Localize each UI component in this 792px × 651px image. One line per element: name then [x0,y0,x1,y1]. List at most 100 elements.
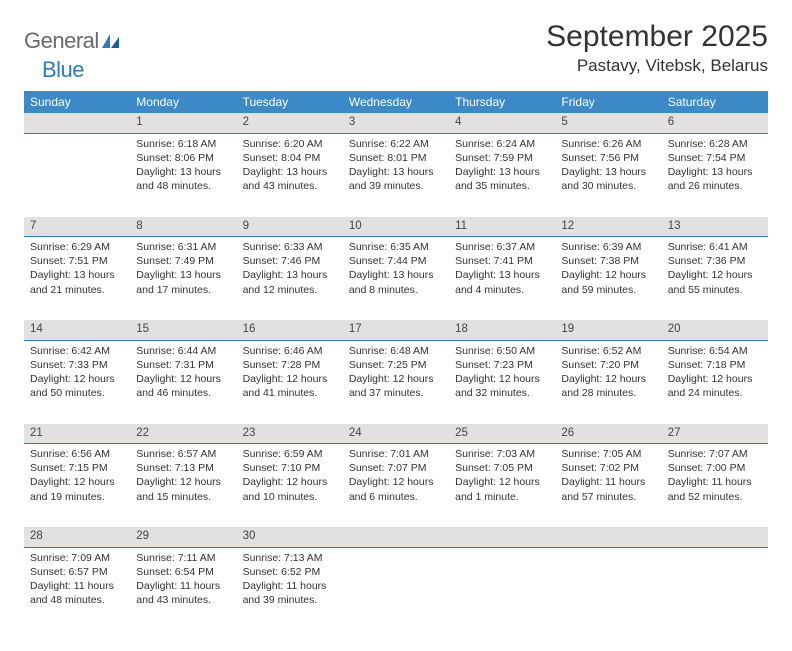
sunrise-text: Sunrise: 6:52 AM [561,344,655,358]
day-number-cell: 19 [555,320,661,340]
sunrise-text: Sunrise: 7:05 AM [561,447,655,461]
day-number-row: 282930 [24,527,768,547]
day-content-cell: Sunrise: 6:44 AMSunset: 7:31 PMDaylight:… [130,340,236,424]
day-content-cell: Sunrise: 6:28 AMSunset: 7:54 PMDaylight:… [662,133,768,217]
daylight-text: Daylight: 13 hours and 4 minutes. [455,268,549,296]
day-content-cell: Sunrise: 6:54 AMSunset: 7:18 PMDaylight:… [662,340,768,424]
day-number-cell: 16 [237,320,343,340]
day-content-cell: Sunrise: 6:57 AMSunset: 7:13 PMDaylight:… [130,444,236,528]
daylight-text: Daylight: 11 hours and 52 minutes. [668,475,762,503]
sunrise-text: Sunrise: 6:31 AM [136,240,230,254]
sunrise-text: Sunrise: 6:46 AM [243,344,337,358]
day-content-cell: Sunrise: 6:39 AMSunset: 7:38 PMDaylight:… [555,237,661,321]
sunset-text: Sunset: 7:36 PM [668,254,762,268]
day-number-cell: 21 [24,424,130,444]
sunrise-text: Sunrise: 6:37 AM [455,240,549,254]
calendar-table: Sunday Monday Tuesday Wednesday Thursday… [24,91,768,631]
day-number-cell: 4 [449,113,555,133]
daylight-text: Daylight: 12 hours and 50 minutes. [30,372,124,400]
logo-text-blue: Blue [24,57,84,82]
day-number-cell: 30 [237,527,343,547]
day-content-row: Sunrise: 6:29 AMSunset: 7:51 PMDaylight:… [24,237,768,321]
sunset-text: Sunset: 7:25 PM [349,358,443,372]
day-number-cell: 24 [343,424,449,444]
day-number-cell: 14 [24,320,130,340]
sunrise-text: Sunrise: 6:56 AM [30,447,124,461]
daylight-text: Daylight: 13 hours and 43 minutes. [243,165,337,193]
day-content-cell: Sunrise: 6:56 AMSunset: 7:15 PMDaylight:… [24,444,130,528]
sunrise-text: Sunrise: 6:48 AM [349,344,443,358]
day-content-cell: Sunrise: 6:35 AMSunset: 7:44 PMDaylight:… [343,237,449,321]
day-content-cell: Sunrise: 6:46 AMSunset: 7:28 PMDaylight:… [237,340,343,424]
daylight-text: Daylight: 12 hours and 15 minutes. [136,475,230,503]
day-content-row: Sunrise: 6:42 AMSunset: 7:33 PMDaylight:… [24,340,768,424]
daylight-text: Daylight: 11 hours and 43 minutes. [136,579,230,607]
sunrise-text: Sunrise: 6:54 AM [668,344,762,358]
day-number-cell: 10 [343,217,449,237]
daylight-text: Daylight: 12 hours and 41 minutes. [243,372,337,400]
day-content-cell: Sunrise: 6:37 AMSunset: 7:41 PMDaylight:… [449,237,555,321]
day-content-cell: Sunrise: 6:18 AMSunset: 8:06 PMDaylight:… [130,133,236,217]
sunset-text: Sunset: 7:28 PM [243,358,337,372]
weekday-header: Sunday [24,91,130,113]
sunrise-text: Sunrise: 7:11 AM [136,551,230,565]
sunset-text: Sunset: 7:46 PM [243,254,337,268]
daylight-text: Daylight: 12 hours and 1 minute. [455,475,549,503]
weekday-header: Monday [130,91,236,113]
sunrise-text: Sunrise: 6:41 AM [668,240,762,254]
sunrise-text: Sunrise: 7:03 AM [455,447,549,461]
day-content-cell: Sunrise: 6:48 AMSunset: 7:25 PMDaylight:… [343,340,449,424]
daylight-text: Daylight: 11 hours and 48 minutes. [30,579,124,607]
sunrise-text: Sunrise: 6:18 AM [136,137,230,151]
day-content-cell [555,547,661,631]
sunset-text: Sunset: 7:51 PM [30,254,124,268]
day-number-cell [24,113,130,133]
sunset-text: Sunset: 8:01 PM [349,151,443,165]
sunrise-text: Sunrise: 6:59 AM [243,447,337,461]
weekday-header: Friday [555,91,661,113]
daylight-text: Daylight: 12 hours and 55 minutes. [668,268,762,296]
calendar-body: 123456Sunrise: 6:18 AMSunset: 8:06 PMDay… [24,113,768,631]
sunrise-text: Sunrise: 6:26 AM [561,137,655,151]
sunset-text: Sunset: 7:54 PM [668,151,762,165]
day-number-cell: 7 [24,217,130,237]
sunset-text: Sunset: 7:10 PM [243,461,337,475]
day-content-cell: Sunrise: 7:09 AMSunset: 6:57 PMDaylight:… [24,547,130,631]
weekday-header: Thursday [449,91,555,113]
daylight-text: Daylight: 12 hours and 10 minutes. [243,475,337,503]
day-content-cell [24,133,130,217]
day-content-cell: Sunrise: 6:41 AMSunset: 7:36 PMDaylight:… [662,237,768,321]
sunset-text: Sunset: 7:20 PM [561,358,655,372]
sunrise-text: Sunrise: 6:35 AM [349,240,443,254]
day-content-cell: Sunrise: 6:24 AMSunset: 7:59 PMDaylight:… [449,133,555,217]
sunrise-text: Sunrise: 6:20 AM [243,137,337,151]
day-number-cell: 22 [130,424,236,444]
daylight-text: Daylight: 13 hours and 8 minutes. [349,268,443,296]
sunset-text: Sunset: 7:23 PM [455,358,549,372]
sunset-text: Sunset: 7:07 PM [349,461,443,475]
sunset-text: Sunset: 7:38 PM [561,254,655,268]
day-number-row: 123456 [24,113,768,133]
day-content-row: Sunrise: 6:56 AMSunset: 7:15 PM Daylight:… [24,444,768,528]
day-content-cell: Sunrise: 6:20 AMSunset: 8:04 PMDaylight:… [237,133,343,217]
day-number-cell: 2 [237,113,343,133]
sunset-text: Sunset: 7:05 PM [455,461,549,475]
logo-sail-icon [102,34,120,53]
day-number-cell: 15 [130,320,236,340]
day-number-cell: 17 [343,320,449,340]
day-content-row: Sunrise: 7:09 AMSunset: 6:57 PMDaylight:… [24,547,768,631]
day-content-cell: Sunrise: 7:11 AMSunset: 6:54 PMDaylight:… [130,547,236,631]
daylight-text: Daylight: 12 hours and 6 minutes. [349,475,443,503]
daylight-text: Daylight: 11 hours and 39 minutes. [243,579,337,607]
logo: General Blue [24,20,120,83]
sunset-text: Sunset: 7:15 PM [30,461,124,475]
sunset-text: Sunset: 7:41 PM [455,254,549,268]
daylight-text: Daylight: 12 hours and 46 minutes. [136,372,230,400]
sunrise-text: Sunrise: 6:39 AM [561,240,655,254]
sunset-text: Sunset: 7:31 PM [136,358,230,372]
day-content-cell: Sunrise: 6:31 AMSunset: 7:49 PMDaylight:… [130,237,236,321]
sunrise-text: Sunrise: 7:13 AM [243,551,337,565]
weekday-header: Wednesday [343,91,449,113]
day-content-cell: Sunrise: 6:29 AMSunset: 7:51 PMDaylight:… [24,237,130,321]
day-number-cell: 6 [662,113,768,133]
